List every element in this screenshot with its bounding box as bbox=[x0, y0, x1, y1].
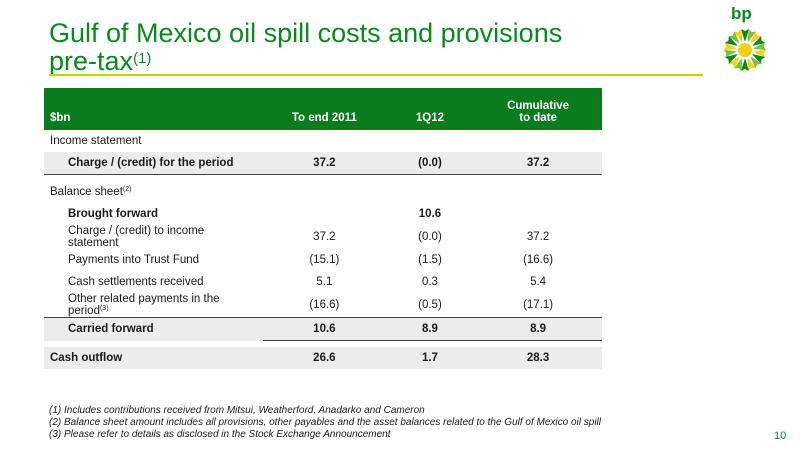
footnote: (2) Balance sheet amount includes all pr… bbox=[49, 417, 601, 428]
table-cell: 10.6 bbox=[263, 317, 386, 341]
table-row: Income statement bbox=[44, 130, 602, 152]
table-cell: (0.5) bbox=[385, 293, 475, 318]
footnote: (3) Please refer to details as disclosed… bbox=[49, 429, 391, 440]
table-cell: (1.5) bbox=[418, 254, 442, 266]
title-main: Gulf of Mexico oil spill costs and provi… bbox=[49, 18, 563, 48]
row-label: Cash settlements received bbox=[68, 276, 204, 288]
table-cell: (16.6) bbox=[263, 293, 386, 318]
table-cell bbox=[263, 203, 386, 225]
brought-forward-label: Brought forward bbox=[68, 208, 159, 220]
title-sub-text: pre-tax bbox=[49, 46, 134, 76]
table-cell bbox=[474, 203, 602, 225]
title-sub: pre-tax(1) bbox=[49, 47, 562, 75]
row-label-text: Other related payments in the period bbox=[68, 293, 220, 317]
spill-costs-table: $bn To end 2011 1Q12 Cumulative to date … bbox=[44, 88, 602, 369]
table-row: Cash outflow 26.6 1.7 28.3 bbox=[44, 347, 602, 369]
logo-text: bp bbox=[731, 4, 752, 23]
table-row: Other related payments in the period(3) … bbox=[44, 293, 602, 318]
header-to-end-2011: To end 2011 bbox=[263, 88, 386, 130]
cash-outflow-label: Cash outflow bbox=[44, 347, 264, 369]
header-1q12: 1Q12 bbox=[385, 88, 475, 130]
table-row: Brought forward 10.6 bbox=[44, 203, 602, 225]
balance-sheet-label: Balance sheet(2) bbox=[44, 181, 263, 203]
charge-period-label: Charge / (credit) for the period bbox=[44, 152, 264, 175]
header-unit: $bn bbox=[44, 88, 264, 130]
table-cell: 37.2 bbox=[263, 152, 386, 175]
table-cell: (0.0) bbox=[385, 152, 475, 175]
table-row: Cash settlements received 5.1 0.3 5.4 bbox=[44, 271, 602, 293]
row-label: Other related payments in the period(3) bbox=[44, 293, 264, 318]
footnote-ref: (2) bbox=[122, 186, 132, 193]
table-row: Carried forward 10.6 8.9 8.9 bbox=[44, 317, 602, 341]
table-cell: 37.2 bbox=[474, 152, 602, 175]
footnote: (1) Includes contributions received from… bbox=[49, 405, 425, 416]
table-row: Charge / (credit) for the period 37.2 (0… bbox=[44, 152, 602, 175]
table-cell: 8.9 bbox=[474, 317, 602, 341]
title-underline bbox=[49, 74, 703, 76]
table-cell: 0.3 bbox=[421, 276, 438, 288]
table-header-row: $bn To end 2011 1Q12 Cumulative to date bbox=[44, 88, 602, 130]
table-cell: (16.6) bbox=[523, 254, 554, 266]
table-cell: (17.1) bbox=[474, 293, 602, 318]
header-cumulative-line2: to date bbox=[519, 112, 557, 124]
page-title: Gulf of Mexico oil spill costs and provi… bbox=[49, 19, 562, 75]
table-cell: 37.2 bbox=[313, 231, 336, 243]
header-cumulative-line1: Cumulative bbox=[507, 100, 570, 112]
table-cell: (0.0) bbox=[418, 231, 442, 243]
bp-helios-icon bbox=[723, 28, 767, 72]
table-cell: 1.7 bbox=[385, 347, 475, 369]
header-cumulative: Cumulative to date bbox=[474, 88, 602, 130]
table-cell: 26.6 bbox=[263, 347, 386, 369]
title-footnote-ref: (1) bbox=[133, 50, 152, 67]
table-cell: (15.1) bbox=[309, 254, 340, 266]
table-cell: 37.2 bbox=[526, 231, 550, 243]
balance-sheet-text: Balance sheet bbox=[50, 186, 123, 198]
row-label: Charge / (credit) to income statement bbox=[68, 225, 205, 249]
table-row: Payments into Trust Fund (15.1) (1.5) (1… bbox=[44, 249, 602, 271]
table-cell: 5.4 bbox=[530, 276, 547, 288]
row-label: Payments into Trust Fund bbox=[68, 254, 200, 266]
table-cell: 8.9 bbox=[385, 317, 475, 341]
table-cell: 10.6 bbox=[418, 208, 442, 220]
page-number: 10 bbox=[774, 430, 787, 442]
table-row: Charge / (credit) to income statement 37… bbox=[44, 225, 602, 249]
footnotes: (1) Includes contributions received from… bbox=[49, 405, 601, 441]
table-cell: 5.1 bbox=[316, 276, 333, 288]
footnote-ref: (3) bbox=[99, 305, 109, 312]
table-cell: 28.3 bbox=[474, 347, 602, 369]
table-row: Balance sheet(2) bbox=[44, 181, 602, 203]
income-statement-label: Income statement bbox=[50, 135, 142, 147]
carried-forward-label: Carried forward bbox=[44, 317, 264, 341]
